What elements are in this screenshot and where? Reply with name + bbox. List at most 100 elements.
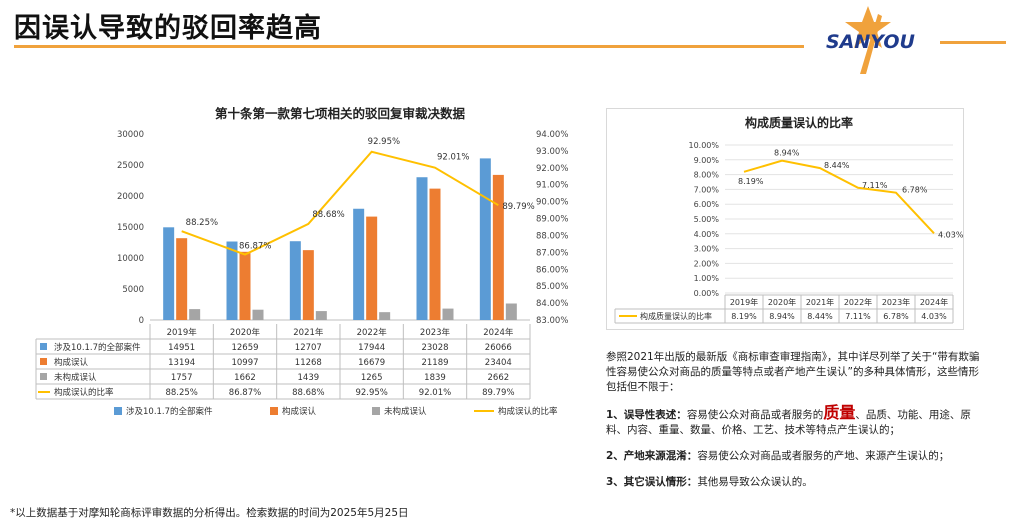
table-cell: 8.44%: [807, 312, 833, 321]
quality-ratio-chart: 构成质量误认的比率 0.00% 1.00% 2.00% 3.00% 4.00% 5.00% 6…: [606, 108, 964, 330]
table-cell: 92.95%: [355, 388, 387, 398]
table-row-name: 构成误认的比率: [54, 387, 114, 398]
ratio-data-label: 92.95%: [368, 137, 400, 147]
quality-ratio-chart-svg: 构成质量误认的比率 0.00% 1.00% 2.00% 3.00% 4.00% 5.00% 6…: [614, 115, 964, 324]
table-cell: 1662: [234, 373, 256, 383]
y-tick-label: 30000: [117, 130, 144, 140]
x-tick-label: 2024年: [920, 297, 948, 307]
table-cell: 1757: [171, 373, 193, 383]
bar-3-2021年: [315, 311, 327, 320]
bar-1-2021年: [289, 241, 301, 320]
x-tick-label: 2020年: [230, 327, 261, 338]
y2-tick-label: 83.00%: [536, 316, 568, 326]
y-tick-label: 5000: [122, 285, 144, 295]
y2-tick-label: 91.00%: [536, 181, 568, 191]
table-cell: 11268: [295, 358, 322, 368]
ratio-data-label: 88.25%: [186, 218, 218, 228]
table-cell: 2662: [488, 373, 510, 383]
x-tick-label: 2023年: [882, 297, 910, 307]
description-item-2-text: 容易使公众对商品或者服务的产地、来源产生误认的；: [697, 450, 950, 462]
bar-1-2022年: [353, 208, 365, 320]
bar-1-2023年: [416, 177, 428, 320]
table-legend-key: [40, 343, 47, 350]
legend-key: [372, 407, 380, 415]
table-cell: 88.68%: [292, 388, 324, 398]
page-title: 因误认导致的驳回率趋高: [14, 13, 322, 44]
x-tick-label: 2023年: [420, 327, 451, 338]
ratio-data-label: 92.01%: [437, 153, 469, 163]
y-tick-label: 1.00%: [694, 274, 720, 283]
y-tick-label: 7.00%: [694, 185, 720, 194]
description-item-1-before: 容易使公众对商品或者服务的: [686, 409, 824, 421]
ratio-line: [181, 150, 499, 256]
bar-1-2019年: [163, 227, 175, 320]
legend-label: 涉及10.1.7的全部案件: [126, 406, 213, 417]
x-tick-label: 2021年: [293, 327, 324, 338]
bar-2-2019年: [176, 238, 188, 320]
y-tick-label: 8.00%: [694, 171, 720, 180]
table-cell: 6.78%: [883, 312, 909, 321]
bar-2-2021年: [302, 250, 314, 320]
y2-tick-label: 84.00%: [536, 299, 568, 309]
y-tick-label: 6.00%: [694, 200, 720, 209]
y2-tick-label: 86.00%: [536, 265, 568, 275]
bar-2-2020年: [239, 251, 251, 320]
table-cell: 12707: [295, 343, 322, 353]
y2-tick-label: 93.00%: [536, 147, 568, 157]
quality-data-label: 6.78%: [902, 186, 928, 195]
x-tick-label: 2022年: [357, 327, 388, 338]
x-tick-label: 2022年: [844, 297, 872, 307]
y-tick-label: 25000: [117, 161, 144, 171]
quality-ratio-line: [743, 159, 935, 235]
title-divider-right: [940, 41, 1006, 44]
legend-label: 未构成误认: [384, 406, 427, 417]
description-item-3: 3、其它误认情形：其他易导致公众误认的。: [606, 475, 986, 490]
table-cell: 26066: [485, 343, 512, 353]
y2-tick-label: 94.00%: [536, 130, 568, 140]
y-tick-label: 15000: [117, 223, 144, 233]
y-tick-label: 0.00%: [694, 289, 720, 298]
x-tick-label: 2021年: [806, 297, 834, 307]
ratio-data-label: 88.68%: [312, 210, 344, 220]
table-cell: 12659: [231, 343, 258, 353]
legend-label: 构成质量误认的比率: [640, 311, 712, 321]
description-item-2-title: 2、产地来源混淆：: [606, 450, 698, 462]
y2-tick-label: 89.00%: [536, 215, 568, 225]
table-cell: 13194: [168, 358, 195, 368]
logo-star-icon: [845, 6, 891, 48]
legend-key: [114, 407, 122, 415]
case-chart: 第十条第一款第七项相关的驳回复审裁决数据 0 5000 10000 15000 20000…: [22, 96, 582, 426]
description-item-1: 1、误导性表述：容易使公众对商品或者服务的质量、品质、功能、用途、原料、内容、重…: [606, 405, 986, 438]
table-cell: 16679: [358, 358, 385, 368]
case-chart-svg: 第十条第一款第七项相关的驳回复审裁决数据 0 5000 10000 15000 20000…: [35, 106, 568, 417]
legend-label: 构成误认的比率: [498, 406, 558, 417]
bar-2-2024年: [492, 174, 504, 320]
table-cell: 86.87%: [229, 388, 261, 398]
description-intro: 参照2021年出版的最新版《商标审查审理指南》，其中详尽列举了关于“带有欺骗性容…: [606, 351, 980, 393]
y-tick-label: 9.00%: [694, 156, 720, 165]
bar-3-2020年: [252, 309, 264, 320]
table-cell: 7.11%: [845, 312, 871, 321]
quality-data-label: 8.19%: [738, 177, 764, 186]
table-cell: 10997: [231, 358, 258, 368]
y2-tick-label: 87.00%: [536, 248, 568, 258]
y2-tick-label: 92.00%: [536, 164, 568, 174]
y-tick-label: 3.00%: [694, 245, 720, 254]
description-item-1-after: 、品质、功能、用途、原料、内容、重量、数量、价格、工艺、技术等特点产生误认的；: [606, 409, 971, 436]
bar-1-2024年: [479, 158, 491, 320]
table-row-name: 涉及10.1.7的全部案件: [54, 342, 141, 353]
sanyou-logo: SANYOU: [826, 6, 916, 74]
y-tick-label: 5.00%: [694, 215, 720, 224]
y2-tick-label: 88.00%: [536, 231, 568, 241]
bar-3-2022年: [379, 312, 391, 320]
y2-tick-label: 90.00%: [536, 198, 568, 208]
table-cell: 8.19%: [731, 312, 757, 321]
description-item-3-title: 3、其它误认情形：: [606, 476, 698, 488]
guideline-description: 参照2021年出版的最新版《商标审查审理指南》，其中详尽列举了关于“带有欺骗性容…: [606, 350, 986, 501]
table-legend-key: [40, 373, 47, 380]
y-tick-label: 20000: [117, 192, 144, 202]
y-tick-label: 2.00%: [694, 259, 720, 268]
x-tick-label: 2020年: [768, 297, 796, 307]
table-legend-key: [40, 358, 47, 365]
quality-data-label: 8.94%: [774, 149, 800, 158]
